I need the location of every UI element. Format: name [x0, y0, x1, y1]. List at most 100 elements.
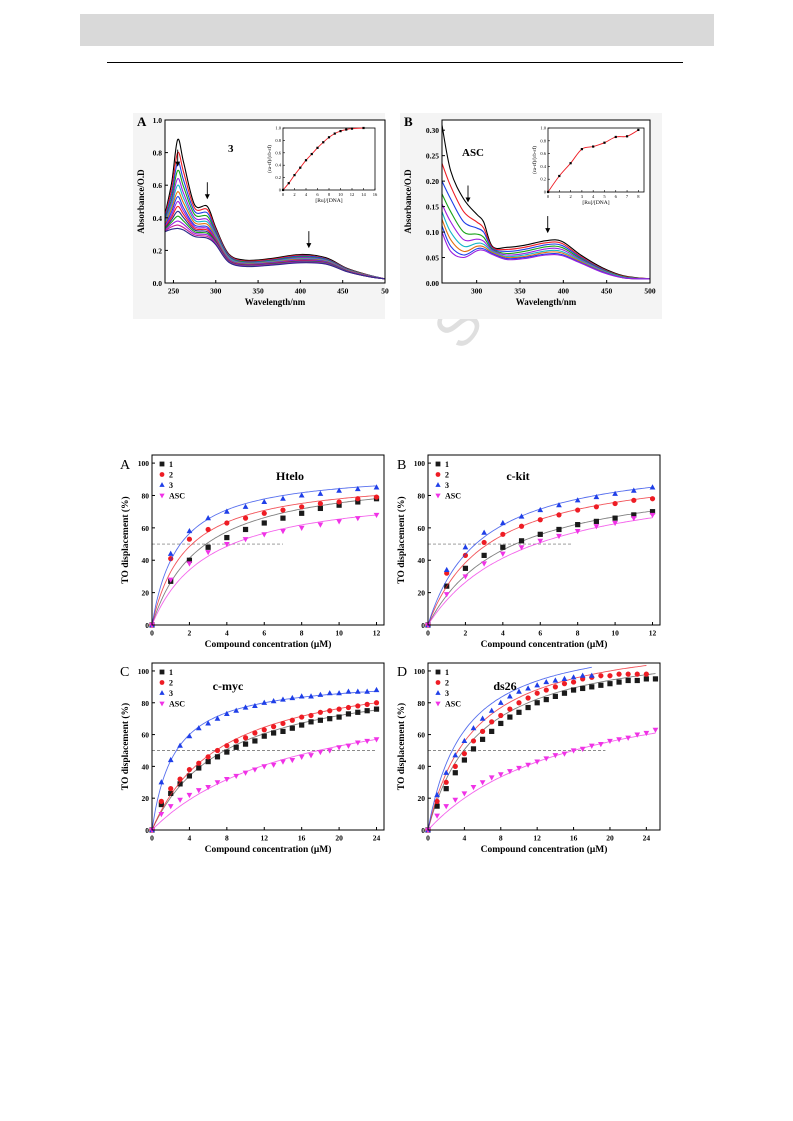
inset-y-tick-label: 0.6: [540, 151, 546, 156]
plot-area: [152, 455, 384, 625]
data-point: [252, 702, 258, 709]
data-point: [434, 803, 440, 809]
data-point: [499, 519, 506, 526]
data-point: [270, 762, 277, 768]
inset-y-tick-label: 0: [279, 188, 282, 193]
data-point: [537, 506, 544, 513]
data-point: [625, 671, 631, 677]
data-point: [561, 690, 568, 696]
data-point: [443, 786, 449, 792]
data-point: [556, 502, 562, 508]
absorbance-chart-absASC: 300 350 400 450 5000.000.050.100.150.200.250…: [400, 113, 662, 319]
data-point: [186, 561, 193, 567]
x-tick-label: 12: [649, 629, 657, 638]
legend-marker: [435, 701, 441, 707]
data-point: [607, 738, 613, 745]
y-tick-label: 1.0: [153, 116, 163, 125]
inset-point: [281, 188, 285, 192]
inset-y-tick-label: 0.4: [540, 164, 546, 169]
data-point: [574, 529, 581, 535]
data-point: [443, 592, 450, 598]
data-point: [261, 520, 267, 526]
x-axis-label: Compound concentration (μM): [481, 639, 608, 650]
data-point: [242, 735, 249, 741]
arrow-head: [465, 197, 471, 203]
y-tick-label: 0.0: [153, 279, 163, 288]
data-point: [233, 744, 239, 750]
legend-marker: [435, 669, 441, 675]
panel-label: B: [404, 114, 413, 129]
data-point: [261, 532, 268, 538]
panel-label: D: [397, 665, 407, 680]
data-point: [177, 781, 183, 787]
data-point: [327, 708, 333, 714]
y-tick-label: 100: [138, 459, 150, 468]
inset-point: [310, 152, 313, 156]
y-tick-label: 20: [418, 794, 426, 803]
arrow-head: [204, 194, 210, 200]
inset-x-tick-label: 3: [581, 194, 584, 199]
data-point: [518, 538, 525, 544]
legend-label: 1: [445, 460, 449, 469]
data-point: [561, 675, 568, 681]
data-point: [634, 677, 640, 684]
data-point: [271, 724, 277, 730]
legend-marker: [435, 690, 441, 695]
data-point: [308, 693, 314, 699]
arrow-head: [545, 228, 551, 234]
y-axis-label: Absorbance/O.D: [136, 169, 146, 234]
page-header-band: [80, 14, 714, 46]
data-point: [631, 497, 637, 503]
data-point: [570, 687, 577, 693]
y-tick-label: 0: [145, 826, 149, 835]
data-point: [634, 732, 641, 738]
data-point: [462, 552, 469, 558]
y-tick-label: 0.05: [426, 254, 439, 263]
y-tick-label: 0.25: [426, 152, 439, 161]
data-point: [552, 693, 558, 699]
data-point: [214, 780, 221, 786]
legend-label: ASC: [445, 492, 461, 501]
inset-x-tick-label: 4: [592, 194, 595, 199]
data-point: [373, 512, 380, 519]
legend-marker: [159, 680, 165, 685]
x-tick-label: 2: [188, 629, 192, 638]
arrow-head: [175, 161, 181, 167]
y-tick-label: 80: [418, 491, 426, 500]
data-point: [167, 756, 174, 763]
y-tick-label: 60: [142, 731, 150, 740]
x-tick-label: 4: [463, 834, 467, 843]
data-point: [149, 827, 155, 834]
data-point: [214, 754, 221, 760]
x-tick-label: 16: [298, 834, 306, 843]
data-point: [158, 779, 165, 785]
data-point: [598, 673, 604, 679]
data-point: [598, 682, 604, 688]
legend-label: 2: [445, 471, 449, 480]
data-point: [299, 722, 305, 728]
data-point: [443, 769, 450, 775]
x-tick-label: 300: [471, 287, 483, 296]
data-point: [327, 716, 333, 722]
data-point: [177, 776, 183, 782]
inset-y-tick-label: 0.2: [275, 175, 281, 180]
data-point: [326, 748, 333, 754]
data-point: [588, 672, 595, 678]
data-point: [205, 550, 211, 556]
data-point: [489, 728, 495, 734]
data-point: [561, 681, 568, 687]
data-point: [242, 515, 249, 521]
fit-curve: [151, 495, 377, 626]
data-point: [470, 738, 477, 744]
data-point: [261, 764, 268, 770]
data-point: [205, 754, 211, 760]
data-point: [205, 515, 211, 521]
inset-y-tick-label: 1.0: [275, 126, 281, 131]
inset-x-label: [Ru]/[DNA]: [582, 200, 609, 206]
inset-x-tick-label: 16: [373, 192, 378, 197]
data-point: [575, 522, 581, 528]
y-tick-label: 80: [142, 491, 150, 500]
plot-area: [428, 663, 660, 830]
data-point: [196, 765, 202, 771]
